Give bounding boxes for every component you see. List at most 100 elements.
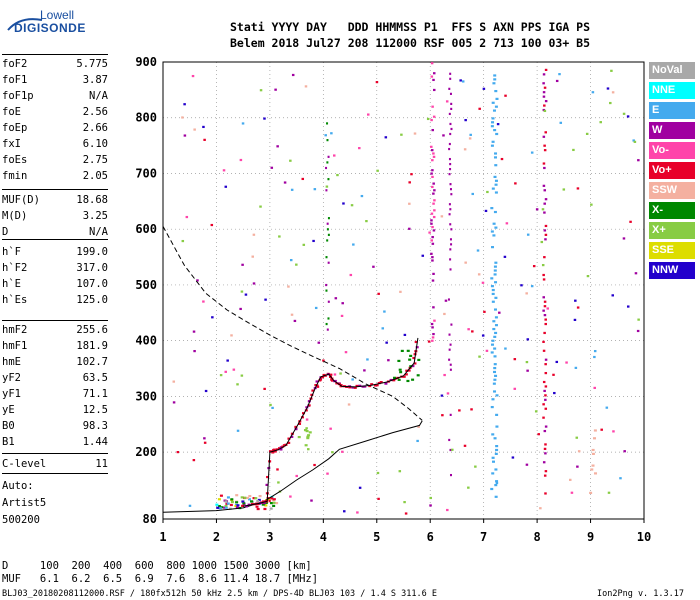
echo-point xyxy=(403,501,406,504)
echo-point xyxy=(543,109,547,113)
echo-point xyxy=(282,444,286,447)
echo-point xyxy=(333,373,337,376)
echo-point xyxy=(243,496,247,499)
x-tick-label: 1 xyxy=(159,530,166,544)
echo-point xyxy=(448,203,451,206)
echo-point xyxy=(513,358,517,361)
echo-point xyxy=(432,115,436,118)
echo-point xyxy=(450,127,453,131)
echo-point xyxy=(304,85,308,88)
echo-point xyxy=(449,413,452,416)
echo-point xyxy=(543,300,547,303)
echo-point xyxy=(241,500,245,503)
echo-point xyxy=(493,366,497,370)
param-row: yF2 63.5 xyxy=(2,372,108,388)
echo-point xyxy=(504,94,507,97)
echo-point xyxy=(543,211,546,214)
echo-point xyxy=(183,134,187,137)
echo-point xyxy=(490,487,494,491)
echo-point xyxy=(491,300,495,303)
param-value: 11 xyxy=(95,458,108,470)
echo-point xyxy=(449,208,452,211)
echo-point xyxy=(326,472,329,475)
param-value: 1.44 xyxy=(82,436,108,448)
echo-point xyxy=(495,448,499,452)
echo-point xyxy=(443,312,446,316)
echo-point xyxy=(542,91,546,94)
param-value: 2.56 xyxy=(82,106,108,118)
echo-point xyxy=(622,237,626,240)
echo-point xyxy=(306,436,310,440)
echo-point xyxy=(526,338,530,341)
echo-point xyxy=(325,185,329,188)
echo-point xyxy=(430,219,433,222)
param-name: B1 xyxy=(2,436,15,448)
profile-solid-line xyxy=(162,420,423,513)
echo-point xyxy=(263,117,266,120)
echo-point xyxy=(334,297,338,300)
echo-point xyxy=(492,382,496,385)
echo-point xyxy=(275,502,279,505)
param-name: B0 xyxy=(2,420,15,432)
param-row: B0 98.3 xyxy=(2,420,108,436)
echo-point xyxy=(241,263,244,266)
echo-point xyxy=(541,208,545,211)
echo-point xyxy=(590,468,594,471)
echo-point xyxy=(444,299,448,302)
echo-point xyxy=(498,311,501,314)
echo-point xyxy=(525,292,528,295)
echo-point xyxy=(408,358,412,361)
echo-point xyxy=(449,473,452,477)
echo-point xyxy=(494,226,498,229)
echo-point xyxy=(532,265,536,268)
echo-point xyxy=(215,503,219,506)
echo-point xyxy=(433,199,436,202)
param-value: 3.25 xyxy=(82,210,108,222)
echo-point xyxy=(490,405,494,409)
echo-point xyxy=(491,460,495,463)
echo-point xyxy=(358,486,362,489)
echo-point xyxy=(626,305,630,308)
echo-point xyxy=(492,234,496,237)
echo-point xyxy=(432,152,435,155)
echo-point xyxy=(325,322,328,326)
param-row: h`F 199.0 xyxy=(2,246,108,262)
echo-point xyxy=(511,456,515,459)
echo-point xyxy=(449,168,452,171)
echo-point xyxy=(493,156,497,159)
echo-point xyxy=(493,347,497,350)
echo-point xyxy=(360,194,364,198)
echo-point xyxy=(430,118,433,122)
echo-point xyxy=(349,273,353,277)
param-name: fmin xyxy=(2,170,28,182)
echo-point xyxy=(464,119,467,122)
echo-point xyxy=(313,188,317,191)
echo-point xyxy=(493,78,497,81)
param-row: fxI 6.10 xyxy=(2,138,108,154)
separator xyxy=(2,54,108,55)
echo-point xyxy=(241,504,245,507)
param-row: M(D) 3.25 xyxy=(2,210,108,226)
echo-point xyxy=(491,433,495,436)
echo-point xyxy=(305,418,309,421)
echo-point xyxy=(247,498,251,501)
echo-point xyxy=(408,202,411,205)
echo-point xyxy=(463,444,467,447)
echo-point xyxy=(304,444,308,447)
echo-point xyxy=(313,463,316,467)
echo-point xyxy=(589,491,593,495)
echo-point xyxy=(562,188,566,191)
echo-point xyxy=(543,144,546,147)
param-name: foF1 xyxy=(2,74,28,86)
echo-point xyxy=(449,132,452,136)
echo-point xyxy=(372,265,375,268)
echo-point xyxy=(248,494,252,498)
echo-point xyxy=(609,101,612,105)
echo-point xyxy=(235,501,239,504)
echo-point xyxy=(504,347,507,350)
echo-point xyxy=(289,258,293,262)
echo-point xyxy=(494,468,498,471)
echo-point xyxy=(491,456,495,459)
echo-point xyxy=(570,491,574,494)
echo-point xyxy=(449,368,452,371)
